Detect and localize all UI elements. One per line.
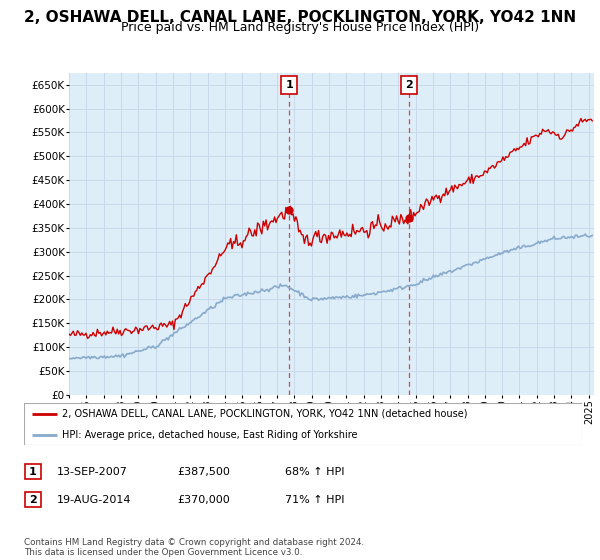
Text: HPI: Average price, detached house, East Riding of Yorkshire: HPI: Average price, detached house, East…	[62, 430, 358, 440]
Text: 2: 2	[29, 494, 37, 505]
Text: Price paid vs. HM Land Registry's House Price Index (HPI): Price paid vs. HM Land Registry's House …	[121, 21, 479, 34]
Text: 19-AUG-2014: 19-AUG-2014	[57, 494, 131, 505]
Text: 13-SEP-2007: 13-SEP-2007	[57, 466, 128, 477]
Text: 2, OSHAWA DELL, CANAL LANE, POCKLINGTON, YORK, YO42 1NN: 2, OSHAWA DELL, CANAL LANE, POCKLINGTON,…	[24, 10, 576, 25]
Text: £370,000: £370,000	[177, 494, 230, 505]
Text: 68% ↑ HPI: 68% ↑ HPI	[285, 466, 344, 477]
Text: £387,500: £387,500	[177, 466, 230, 477]
Text: 71% ↑ HPI: 71% ↑ HPI	[285, 494, 344, 505]
Text: 2: 2	[405, 80, 413, 90]
Text: 2, OSHAWA DELL, CANAL LANE, POCKLINGTON, YORK, YO42 1NN (detached house): 2, OSHAWA DELL, CANAL LANE, POCKLINGTON,…	[62, 409, 467, 419]
Text: 1: 1	[29, 466, 37, 477]
Text: 1: 1	[286, 80, 293, 90]
Text: Contains HM Land Registry data © Crown copyright and database right 2024.
This d: Contains HM Land Registry data © Crown c…	[24, 538, 364, 557]
